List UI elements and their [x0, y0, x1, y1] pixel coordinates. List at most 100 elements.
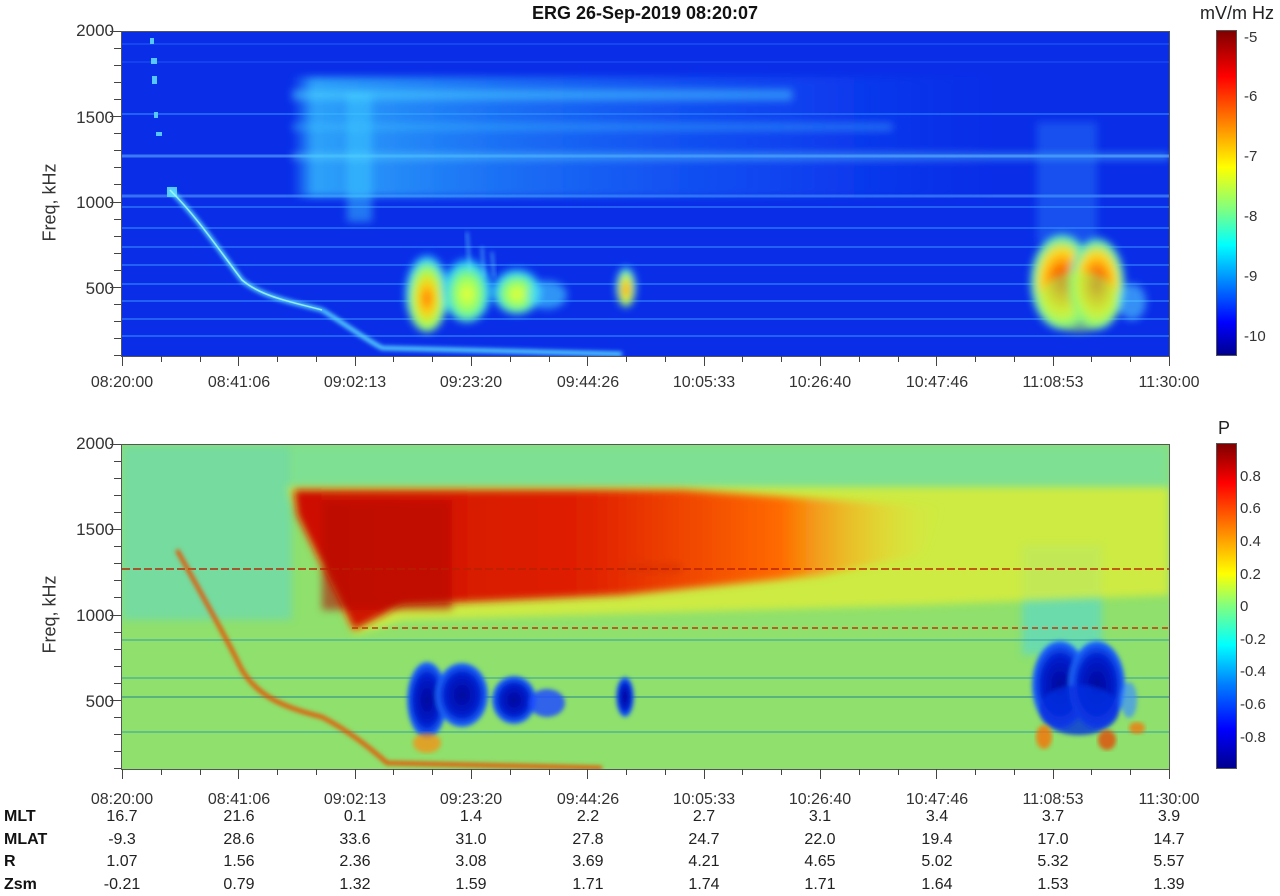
ytick-top-1000: 1000: [76, 193, 114, 212]
ephemeris-cell: 27.8: [572, 831, 604, 848]
ephemeris-cell: 24.7: [688, 831, 720, 848]
x-tick-mark: [897, 356, 899, 362]
y-tick-mark: [114, 733, 121, 735]
x-tick-mark: [548, 769, 550, 775]
xtick-top-6: 10:26:40: [788, 374, 852, 391]
x-tick-mark: [820, 769, 821, 779]
xtick-top-5: 10:05:33: [672, 374, 736, 391]
x-tick-mark: [548, 356, 550, 362]
x-tick-mark: [742, 769, 744, 775]
x-tick-mark: [820, 356, 821, 366]
ephemeris-cell: 3.4: [925, 808, 949, 825]
xtick-top-4: 09:44:26: [556, 374, 620, 391]
y-tick-mark: [114, 768, 121, 769]
ylabel-bottom: Freq, kHz: [39, 575, 60, 654]
x-tick-mark: [277, 356, 279, 362]
ytick-top-500: 500: [85, 279, 114, 298]
x-tick-mark: [781, 769, 783, 775]
xtick-bottom-4: 09:44:26: [556, 791, 620, 808]
xtick-top-1: 08:41:06: [207, 374, 271, 391]
ephemeris-cell: 4.65: [804, 853, 836, 870]
x-tick-mark: [509, 769, 511, 775]
ephemeris-cell: 1.56: [223, 853, 255, 870]
cbar-bottom-tick-0: 0.8: [1240, 468, 1261, 485]
ephemeris-cell: 22.0: [804, 831, 836, 848]
y-tick-mark: [114, 184, 121, 186]
spectrogram-panel-top: [122, 32, 1169, 356]
y-tick-mark: [110, 201, 121, 203]
xtick-bottom-6: 10:26:40: [788, 791, 852, 808]
cbar-bottom-tick-5: -0.2: [1240, 631, 1266, 648]
ephemeris-cell: 3.7: [1041, 808, 1065, 825]
ephemeris-cell: 1.59: [455, 876, 487, 893]
ephemeris-cell: 14.7: [1153, 831, 1185, 848]
xtick-bottom-7: 10:47:46: [905, 791, 969, 808]
ephemeris-cell: 16.7: [106, 808, 138, 825]
cbar-top-tick-5: -10: [1244, 328, 1266, 345]
x-tick-mark: [509, 356, 511, 362]
x-tick-mark: [160, 356, 162, 362]
ephemeris-cell: 19.4: [921, 831, 953, 848]
x-tick-mark: [664, 356, 666, 362]
x-tick-mark: [781, 356, 783, 362]
y-tick-mark: [114, 461, 121, 463]
x-tick-mark: [277, 769, 279, 775]
x-tick-mark: [1169, 356, 1170, 366]
cbar-bottom-tick-6: -0.4: [1240, 663, 1266, 680]
x-tick-mark: [122, 769, 123, 779]
cbar-bottom-tick-2: 0.4: [1240, 533, 1261, 550]
spectrogram-panel-bottom: [122, 445, 1169, 769]
cbar-bottom-tick-3: 0.2: [1240, 566, 1261, 583]
xtick-bottom-2: 09:02:13: [323, 791, 387, 808]
ephemeris-cell: 3.1: [808, 808, 832, 825]
y-tick-mark: [110, 699, 121, 701]
x-tick-mark: [664, 769, 666, 775]
y-tick-mark: [114, 65, 121, 67]
cbar-top-tick-2: -7: [1244, 148, 1258, 165]
ephemeris-label-zsm: Zsm: [4, 876, 37, 893]
colorbar-top: [1216, 30, 1237, 356]
xtick-top-2: 09:02:13: [323, 374, 387, 391]
x-tick-mark: [199, 356, 201, 362]
x-tick-mark: [160, 769, 162, 775]
x-tick-mark: [354, 769, 356, 779]
ephemeris-cell: 1.74: [688, 876, 720, 893]
ephemeris-label-mlat: MLAT: [4, 831, 48, 848]
y-tick-mark: [114, 648, 121, 650]
ytick-bottom-500: 500: [85, 692, 114, 711]
figure-title: ERG 26-Sep-2019 08:20:07: [531, 3, 759, 23]
xtick-bottom-1: 08:41:06: [207, 791, 271, 808]
ephemeris-cell: 21.6: [223, 808, 255, 825]
ephemeris-cell: 4.21: [688, 853, 720, 870]
y-tick-mark: [114, 320, 121, 322]
y-tick-mark: [114, 495, 121, 497]
ephemeris-cell: 2.7: [692, 808, 716, 825]
y-tick-mark: [114, 235, 121, 237]
y-tick-mark: [114, 546, 121, 548]
y-tick-mark: [114, 716, 121, 718]
ephemeris-cell: 5.57: [1153, 853, 1185, 870]
ephemeris-cell: -0.21: [103, 876, 141, 893]
x-tick-mark: [626, 769, 628, 775]
x-tick-mark: [1091, 356, 1093, 362]
ephemeris-cell: 1.07: [106, 853, 138, 870]
ephemeris-cell: 1.64: [921, 876, 953, 893]
x-tick-mark: [393, 356, 395, 362]
x-tick-mark: [703, 356, 705, 366]
cbar-bottom-tick-8: -0.8: [1240, 729, 1266, 746]
x-tick-mark: [471, 356, 472, 366]
y-tick-mark: [114, 150, 121, 152]
y-tick-mark: [114, 337, 121, 339]
x-tick-mark: [432, 769, 434, 775]
ytick-top-2000: 2000: [76, 21, 114, 40]
x-tick-mark: [897, 769, 899, 775]
y-tick-mark: [110, 116, 121, 118]
ephemeris-cell: 31.0: [455, 831, 487, 848]
xtick-bottom-9: 11:30:00: [1138, 791, 1200, 808]
x-tick-mark: [858, 769, 860, 775]
x-tick-mark: [315, 356, 317, 362]
y-tick-mark: [114, 99, 121, 101]
cbar-top-tick-4: -9: [1244, 268, 1258, 285]
colorbar-bottom-title: P: [1218, 418, 1231, 438]
y-tick-mark: [110, 529, 121, 531]
